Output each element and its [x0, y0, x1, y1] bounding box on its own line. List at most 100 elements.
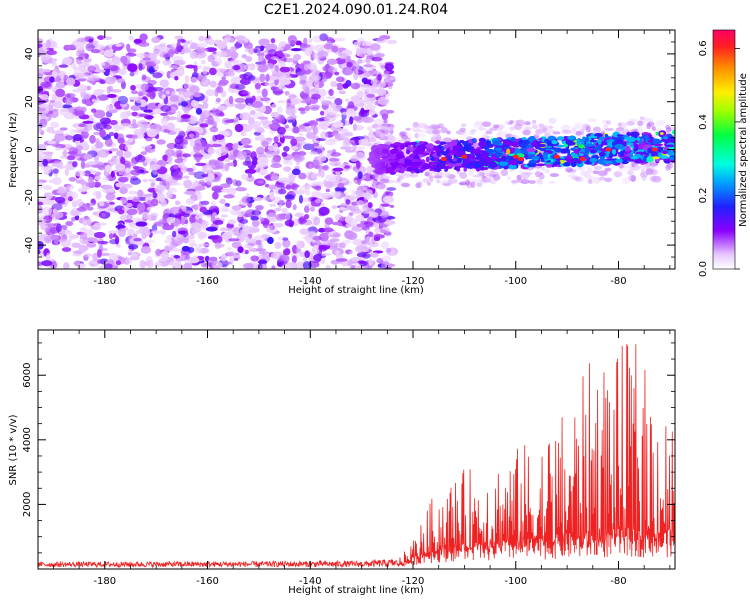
- heatmap-cell: [644, 134, 649, 139]
- heatmap-cell: [108, 64, 119, 72]
- heatmap-cell: [156, 160, 164, 166]
- heatmap-cell: [458, 182, 467, 186]
- heatmap-cell: [240, 137, 252, 146]
- heatmap-cell: [335, 175, 342, 181]
- heatmap-cell: [126, 196, 134, 201]
- heatmap-cell: [97, 248, 102, 258]
- heatmap-cell: [335, 76, 345, 83]
- heatmap-cell: [530, 155, 541, 160]
- heatmap-cell: [296, 247, 302, 254]
- heatmap-cell: [469, 154, 476, 160]
- heatmap-cell: [104, 76, 116, 85]
- heatmap-cell: [535, 163, 546, 167]
- heatmap-cell: [40, 221, 48, 231]
- heatmap-cell: [488, 161, 498, 168]
- heatmap-cell: [71, 200, 77, 208]
- heatmap-cell: [413, 159, 424, 162]
- heatmap-cell: [503, 165, 509, 170]
- colorbar-frame: [712, 29, 736, 270]
- heatmap-cell: [356, 200, 364, 206]
- heatmap-cell: [209, 126, 219, 133]
- heatmap-cell: [516, 160, 524, 165]
- heatmap-cell: [115, 260, 122, 266]
- heatmap-cell: [632, 148, 639, 152]
- heatmap-cell: [207, 54, 216, 63]
- heatmap-cell: [344, 215, 354, 224]
- heatmap-cell: [540, 159, 546, 163]
- heatmap-cell: [97, 240, 109, 244]
- heatmap-cell: [413, 129, 423, 133]
- heatmap-cell: [356, 37, 366, 44]
- heatmap-cell: [665, 164, 671, 171]
- heatmap-cell: [255, 248, 267, 252]
- heatmap-cell: [220, 146, 229, 155]
- heatmap-cell: [275, 213, 286, 221]
- heatmap-cell: [220, 68, 228, 74]
- heatmap-cell: [339, 242, 346, 249]
- heatmap-cell: [91, 98, 97, 103]
- heatmap-cell: [287, 119, 294, 123]
- heatmap-cell: [291, 168, 301, 176]
- heatmap-cell: [225, 71, 236, 77]
- heatmap-cell: [346, 260, 353, 266]
- heatmap-cell: [310, 124, 317, 131]
- heatmap-cell: [85, 229, 94, 237]
- heatmap-cell: [499, 161, 509, 167]
- heatmap-cell: [651, 126, 656, 131]
- heatmap-cell: [584, 143, 595, 147]
- heatmap-cell: [78, 123, 86, 128]
- heatmap-x-ticks: -180 -160 -140 -120 -100 -80: [53, 30, 671, 287]
- heatmap-cell: [507, 175, 512, 181]
- heatmap-cell: [216, 50, 228, 58]
- heatmap-cell: [169, 248, 182, 252]
- heatmap-cell: [367, 246, 372, 254]
- heatmap-cell: [418, 168, 426, 172]
- heatmap-cell: [348, 212, 354, 216]
- heatmap-cell: [349, 264, 358, 269]
- heatmap-cell: [171, 230, 177, 238]
- heatmap-cell: [299, 79, 307, 85]
- heatmap-cell: [381, 262, 386, 269]
- heatmap-cell: [367, 156, 377, 162]
- heatmap-cell: [626, 121, 635, 126]
- heatmap-cell: [152, 191, 158, 199]
- heatmap-cell: [44, 223, 57, 227]
- heatmap-cell: [93, 63, 99, 68]
- heatmap-cell: [128, 35, 134, 41]
- heatmap-cell: [143, 123, 154, 129]
- heatmap-cell: [461, 123, 467, 128]
- heatmap-cell: [282, 249, 288, 256]
- heatmap-cell: [53, 134, 66, 142]
- heatmap-cell: [248, 47, 255, 55]
- heatmap-cell: [115, 163, 125, 168]
- heatmap-cell: [49, 41, 58, 48]
- heatmap-cell: [661, 150, 668, 155]
- heatmap-cell: [158, 218, 168, 224]
- heatmap-cell: [66, 77, 76, 87]
- heatmap-cell: [456, 150, 465, 156]
- heatmap-cell: [181, 205, 187, 212]
- heatmap-cell: [354, 152, 367, 161]
- heatmap-cell: [212, 220, 224, 225]
- heatmap-cell: [373, 148, 383, 153]
- heatmap-cell: [380, 144, 391, 149]
- colorbar: 0.0 0.2 0.4 0.6 Normalized spectral amplitu…: [698, 29, 749, 277]
- heatmap-cell: [446, 130, 451, 135]
- heatmap-cell: [303, 60, 311, 65]
- heatmap-cell: [326, 36, 334, 42]
- heatmap-cell: [76, 37, 86, 43]
- heatmap-cell: [195, 50, 204, 54]
- heatmap-cell: [376, 87, 387, 96]
- x-tick-label: -80: [610, 576, 626, 587]
- heatmap-cell: [360, 107, 365, 117]
- heatmap-cell: [323, 227, 334, 233]
- heatmap-cell: [40, 110, 45, 117]
- heatmap-cell: [266, 225, 274, 231]
- heatmap-cell: [61, 165, 69, 169]
- heatmap-cell: [267, 236, 274, 245]
- heatmap-cell: [589, 149, 597, 154]
- heatmap-cell: [107, 188, 116, 192]
- heatmap-cell: [164, 245, 169, 252]
- heatmap-cell: [293, 54, 302, 61]
- heatmap-cell: [309, 74, 321, 82]
